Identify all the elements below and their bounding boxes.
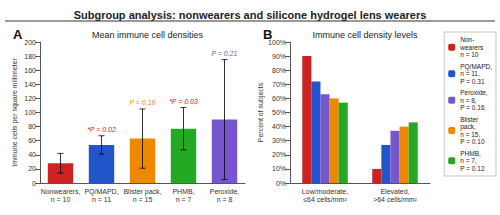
svg-text:Blister pack,: Blister pack, xyxy=(123,188,161,196)
svg-text:≤64 cells/mm²: ≤64 cells/mm² xyxy=(303,196,347,203)
svg-text:PQ/MAPD,: PQ/MAPD, xyxy=(460,62,492,70)
svg-text:60: 60 xyxy=(28,137,36,144)
svg-text:Peroxide,: Peroxide, xyxy=(460,89,488,96)
svg-text:n = 11,: n = 11, xyxy=(460,70,480,77)
svg-text:120: 120 xyxy=(24,95,36,102)
svg-text:60%: 60% xyxy=(272,95,286,102)
svg-text:P = 0.31: P = 0.31 xyxy=(460,78,485,85)
svg-text:Immune cell density levels: Immune cell density levels xyxy=(312,30,418,40)
svg-text:n = 15,: n = 15, xyxy=(460,131,480,138)
svg-text:160: 160 xyxy=(24,67,36,74)
svg-text:80: 80 xyxy=(28,123,36,130)
svg-text:n = 10: n = 10 xyxy=(51,196,71,203)
svg-text:P = 0.21: P = 0.21 xyxy=(211,50,237,57)
svg-text:A: A xyxy=(13,27,23,42)
svg-text:40: 40 xyxy=(28,151,36,158)
svg-text:30%: 30% xyxy=(272,137,286,144)
svg-text:B: B xyxy=(263,27,272,42)
svg-text:50%: 50% xyxy=(272,109,286,116)
svg-text:Non-: Non- xyxy=(460,36,474,43)
svg-text:70%: 70% xyxy=(272,81,286,88)
svg-text:P = 0.10: P = 0.10 xyxy=(460,138,485,145)
svg-text:*P = 0.03: *P = 0.03 xyxy=(169,98,198,105)
svg-text:Low/moderate,: Low/moderate, xyxy=(302,188,348,195)
svg-text:>64 cells/mm²: >64 cells/mm² xyxy=(373,196,417,203)
svg-text:10%: 10% xyxy=(272,165,286,172)
svg-text:PQ/MAPD,: PQ/MAPD, xyxy=(84,188,118,196)
svg-text:Subgroup analysis: nonwearers: Subgroup analysis: nonwearers and silico… xyxy=(74,9,427,21)
svg-text:PHMB,: PHMB, xyxy=(172,188,194,195)
svg-text:Blister: Blister xyxy=(460,116,479,123)
svg-text:n = 10: n = 10 xyxy=(460,51,479,58)
svg-text:n = 7: n = 7 xyxy=(176,196,192,203)
svg-text:pack,: pack, xyxy=(460,123,476,131)
svg-text:Nonwearers,: Nonwearers, xyxy=(41,188,81,195)
svg-text:n = 15: n = 15 xyxy=(133,196,153,203)
svg-text:200: 200 xyxy=(24,39,36,46)
svg-text:n = 7,: n = 7, xyxy=(460,157,477,164)
svg-text:0%: 0% xyxy=(276,180,286,187)
svg-text:*P = 0.02: *P = 0.02 xyxy=(87,126,116,133)
svg-text:20%: 20% xyxy=(272,151,286,158)
svg-text:40%: 40% xyxy=(272,123,286,130)
svg-text:Elevated,: Elevated, xyxy=(380,188,409,195)
svg-text:100%: 100% xyxy=(268,38,286,46)
svg-text:P = 0.16: P = 0.16 xyxy=(129,99,155,106)
svg-text:Immune cells per square millim: Immune cells per square millimeter xyxy=(11,58,19,167)
svg-text:0: 0 xyxy=(32,180,36,187)
svg-text:Peroxide,: Peroxide, xyxy=(210,188,240,195)
svg-text:Percent of subjects: Percent of subjects xyxy=(257,82,265,142)
svg-text:100: 100 xyxy=(24,109,36,116)
svg-text:Mean immune cell densities: Mean immune cell densities xyxy=(92,30,204,40)
svg-text:90%: 90% xyxy=(272,53,286,60)
svg-text:PHMB,: PHMB, xyxy=(460,150,481,157)
svg-text:P = 0.16: P = 0.16 xyxy=(460,104,485,111)
svg-text:n = 8,: n = 8, xyxy=(460,97,477,104)
svg-text:wearers: wearers xyxy=(459,44,484,51)
svg-text:20: 20 xyxy=(28,165,36,172)
svg-text:180: 180 xyxy=(24,53,36,60)
svg-text:n = 11: n = 11 xyxy=(92,196,111,203)
svg-text:140: 140 xyxy=(24,81,36,88)
svg-text:80%: 80% xyxy=(272,67,286,74)
svg-text:n = 8: n = 8 xyxy=(217,196,233,203)
svg-text:P = 0.12: P = 0.12 xyxy=(460,165,485,172)
